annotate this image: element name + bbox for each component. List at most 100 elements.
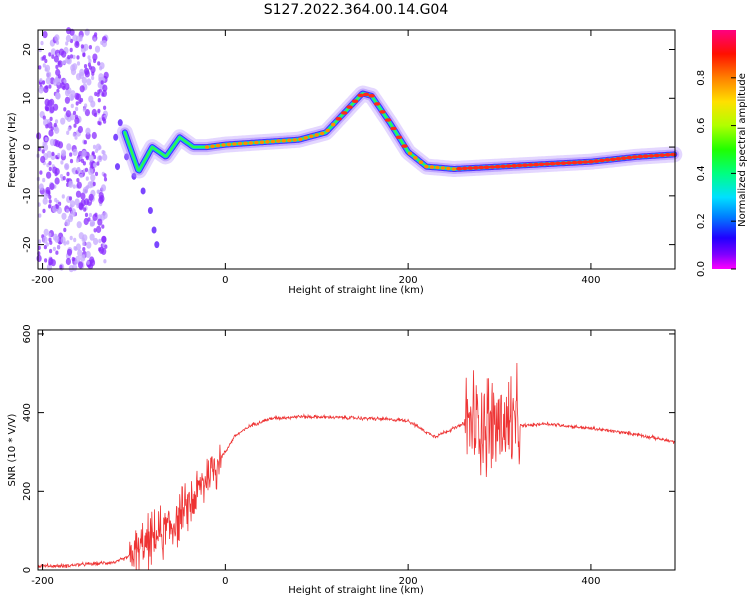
noise-blob [87, 217, 91, 222]
noise-blob [48, 166, 52, 172]
noise-blob [65, 41, 69, 46]
noise-blob [73, 246, 77, 251]
ridge-core [351, 99, 359, 103]
noise-blob [48, 199, 52, 204]
noise-blob [102, 211, 108, 220]
noise-blob [60, 117, 66, 125]
noise-blob [86, 241, 92, 249]
ridge-core [270, 139, 276, 144]
noise-blob [103, 119, 107, 124]
noise-blob [44, 136, 48, 142]
noise-blob [90, 100, 96, 108]
noise-blob [82, 241, 86, 246]
noise-blob [54, 119, 59, 124]
noise-blob [61, 50, 67, 58]
ridge-core [362, 92, 370, 97]
noise-blob [77, 249, 83, 257]
x-tick-label: -200 [31, 275, 54, 286]
noise-blob [53, 55, 60, 63]
noise-blob [70, 90, 76, 98]
ridge-core [637, 154, 644, 159]
noise-blob [45, 106, 50, 112]
ridge-core [620, 156, 627, 160]
colorbar-ticks: 0.0 0.2 0.4 0.6 0.8 [696, 70, 736, 277]
noise-blob [45, 124, 49, 129]
noise-blob [51, 54, 55, 59]
noise-blob [46, 150, 52, 158]
noise-blob [88, 168, 94, 176]
page-title: S127.2022.364.00.14.G04 [264, 2, 449, 18]
noise-blob [85, 127, 91, 135]
ridge-core [379, 110, 386, 114]
ridge-core [440, 166, 446, 170]
noise-blob [102, 84, 108, 92]
ridge-core [642, 154, 649, 158]
noise-blob [88, 193, 94, 201]
noise-blob [41, 80, 46, 85]
noise-blob [82, 52, 86, 57]
noise-blob [85, 155, 89, 161]
noise-blob [86, 184, 90, 190]
noise-blob [39, 170, 43, 175]
noise-blob [93, 37, 97, 42]
noise-blob [96, 189, 100, 194]
ridge-core [341, 111, 348, 115]
colorbar-tick-label: 0.0 [696, 261, 707, 277]
noise-blob [154, 241, 160, 249]
x-tick-label: 200 [399, 576, 418, 587]
noise-blob [92, 213, 98, 221]
noise-blob [75, 158, 80, 163]
ridge-core [582, 160, 589, 164]
noise-blob [84, 109, 90, 117]
ridge-core [407, 151, 413, 156]
ridge-core [368, 94, 375, 98]
ridge-core [538, 162, 545, 167]
spectrogram-panel: -200 0 200 400 -20 -10 0 10 20 Height of straig… [7, 27, 683, 296]
noise-blob [84, 103, 88, 108]
ridge-core [226, 142, 232, 147]
noise-blob [103, 105, 107, 111]
noise-blob [41, 149, 45, 154]
noise-blob [38, 183, 44, 191]
ridge-core [335, 117, 342, 121]
noise-blob [85, 176, 89, 181]
ridge-core [478, 165, 485, 170]
ridge-core [631, 155, 638, 159]
noise-blob [36, 132, 42, 140]
noise-blob [79, 85, 85, 93]
noise-blob [38, 65, 42, 70]
noise-blob [88, 58, 92, 64]
ridge-core [210, 144, 215, 149]
noise-blob [51, 151, 55, 157]
noise-blob [84, 212, 89, 218]
y-tick-label: 0 [22, 144, 33, 150]
ridge-core [281, 138, 286, 143]
noise-blob [63, 79, 67, 84]
ridge-core [604, 158, 611, 162]
spectrogram-y-axis: -20 -10 0 10 20 [22, 43, 675, 253]
noise-blob [82, 107, 86, 112]
ridge-core [395, 135, 403, 140]
ridge-core [325, 128, 330, 133]
noise-blob [72, 148, 78, 156]
noise-blob [39, 78, 43, 83]
ridge-core [565, 161, 573, 165]
noise-blob [75, 106, 79, 112]
noise-blob [95, 143, 101, 151]
noise-blob [83, 63, 88, 69]
ridge-core [593, 159, 600, 163]
noise-blob [89, 259, 96, 267]
noise-blob [93, 58, 97, 64]
noise-blob [59, 174, 64, 179]
noise-blob [100, 184, 107, 192]
colorbar-gradient [712, 30, 736, 269]
noise-blob [72, 184, 76, 189]
spectral-ridge [116, 85, 683, 179]
noise-blob [94, 91, 98, 97]
noise-blob [97, 120, 101, 126]
x-tick-label: 0 [222, 275, 228, 286]
noise-blob [47, 99, 53, 107]
noise-blob [63, 59, 67, 65]
noise-blob [98, 117, 102, 122]
